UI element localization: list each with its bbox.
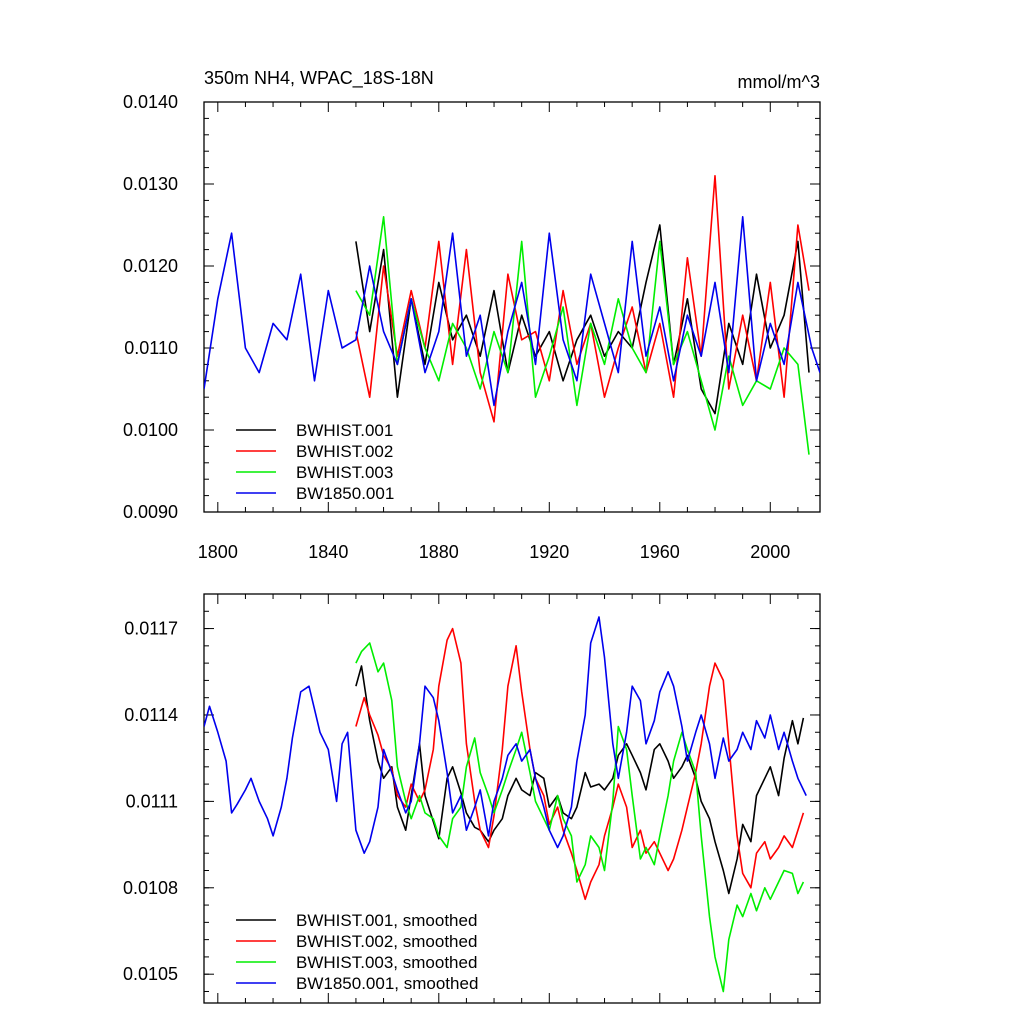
x-tick-label: 1880 bbox=[419, 542, 459, 562]
y-tick-label: 0.0117 bbox=[124, 619, 178, 639]
legend-label: BW1850.001 bbox=[296, 484, 394, 503]
y-tick-label: 0.0130 bbox=[123, 174, 178, 194]
y-tick-label: 0.0110 bbox=[124, 338, 178, 358]
legend-label: BW1850.001, smoothed bbox=[296, 974, 478, 993]
y-tick-label: 0.0111 bbox=[126, 791, 178, 811]
y-tick-label: 0.0140 bbox=[123, 92, 178, 112]
legend-label: BWHIST.003, smoothed bbox=[296, 953, 477, 972]
plot-frame bbox=[203, 101, 821, 513]
y-tick-label: 0.0090 bbox=[123, 502, 178, 522]
y-tick-label: 0.0108 bbox=[123, 878, 178, 898]
legend-label: BWHIST.001, smoothed bbox=[296, 911, 477, 930]
series-line-1 bbox=[355, 175, 810, 423]
units-label: mmol/m^3 bbox=[738, 72, 820, 92]
x-tick-label: 1840 bbox=[308, 542, 348, 562]
x-tick-label: 1800 bbox=[198, 542, 238, 562]
series-line-2 bbox=[355, 642, 805, 993]
legend-label: BWHIST.002, smoothed bbox=[296, 932, 477, 951]
x-tick-label: 2000 bbox=[750, 542, 790, 562]
legend: BWHIST.001 BWHIST.002 BWHIST.003 BW1850.001 bbox=[236, 421, 394, 503]
series-line-0 bbox=[355, 224, 810, 415]
bottom-panel: 0.0105 0.0108 0.0111 0.0114 0.0117 BWHIST.00… bbox=[123, 593, 821, 1004]
series-line-2 bbox=[355, 216, 810, 455]
plot-frame bbox=[203, 593, 821, 1004]
top-panel: 350m NH4, WPAC_18S-18N mmol/m^3 1800 1840… bbox=[123, 68, 821, 562]
x-tick-label: 1920 bbox=[529, 542, 569, 562]
series-line-3 bbox=[204, 616, 807, 855]
axes-frame: 0.0105 0.0108 0.0111 0.0114 0.0117 bbox=[123, 593, 821, 1004]
y-tick-label: 0.0105 bbox=[123, 964, 178, 984]
legend-label: BWHIST.002 bbox=[296, 442, 393, 461]
legend-label: BWHIST.003 bbox=[296, 463, 393, 482]
y-tick-label: 0.0120 bbox=[123, 256, 178, 276]
y-tick-label: 0.0100 bbox=[123, 420, 178, 440]
plot-area bbox=[204, 175, 820, 455]
y-tick-label: 0.0114 bbox=[124, 705, 178, 725]
legend-label: BWHIST.001 bbox=[296, 421, 393, 440]
series-line-3 bbox=[204, 216, 820, 407]
legend: BWHIST.001, smoothed BWHIST.002, smoothed… bbox=[236, 911, 478, 993]
series-line-1 bbox=[355, 627, 805, 901]
axes-frame: 1800 1840 1880 1920 1960 2000 0.0090 0.0100 0.01… bbox=[123, 92, 821, 562]
x-tick-label: 1960 bbox=[640, 542, 680, 562]
plot-area bbox=[204, 616, 807, 993]
chart-title: 350m NH4, WPAC_18S-18N bbox=[204, 68, 434, 89]
